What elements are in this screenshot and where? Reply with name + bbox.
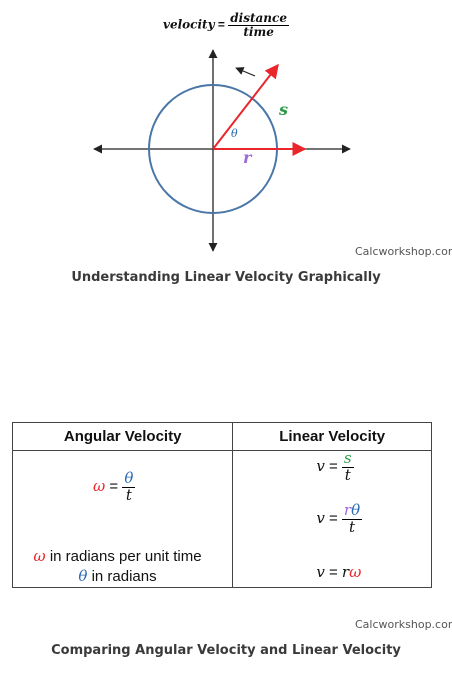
theta-note-text: in radians: [87, 568, 156, 585]
omega-note: ω in radians per unit time: [13, 547, 222, 565]
watermark-top: Calcworkshop.com: [355, 245, 452, 258]
t-denominator: t: [343, 468, 353, 484]
header-angular-velocity: Angular Velocity: [13, 423, 233, 451]
radius-angled: [213, 65, 278, 149]
theta-symbol: θ: [351, 501, 360, 519]
unit-circle-diagram: [0, 0, 452, 260]
equals-sign: =: [325, 564, 342, 581]
v-symbol: v: [316, 509, 324, 527]
angular-formula: ω = θ t: [93, 471, 135, 504]
angular-cell: ω = θ t ω in radians per unit time θ in …: [13, 451, 233, 588]
t-denominator: t: [124, 488, 134, 504]
r-theta-over-t: rθ t: [342, 503, 362, 536]
equals-sign: =: [109, 478, 118, 495]
v-symbol: v: [316, 457, 324, 475]
t-denominator: t: [347, 520, 357, 536]
linear-formula-s: v = s t: [316, 451, 353, 484]
radius-r-label: r: [243, 148, 251, 167]
caption-comparison: Comparing Angular Velocity and Linear Ve…: [0, 643, 452, 658]
watermark-bottom: Calcworkshop.com: [355, 618, 452, 631]
linear-formula-r-omega: v = rω: [316, 563, 361, 581]
equals-sign: =: [329, 510, 338, 527]
equals-sign: =: [329, 458, 338, 475]
v-symbol: v: [316, 563, 324, 581]
header-linear-velocity: Linear Velocity: [233, 423, 432, 451]
linear-formula-r-theta: v = rθ t: [316, 503, 362, 536]
omega-note-text: in radians per unit time: [46, 548, 202, 565]
omega-note-symbol: ω: [33, 547, 45, 565]
theta-label: θ: [231, 127, 238, 140]
comparison-table: Angular Velocity Linear Velocity ω = θ t…: [12, 422, 432, 588]
omega-symbol: ω: [93, 477, 105, 495]
theta-over-t: θ t: [122, 471, 135, 504]
caption-linear-velocity: Understanding Linear Velocity Graphicall…: [0, 270, 452, 285]
omega-symbol: ω: [349, 563, 361, 581]
s-over-t: s t: [342, 451, 354, 484]
rotation-arrow: [236, 68, 255, 76]
arc-s-label: s: [279, 100, 288, 119]
theta-note: θ in radians: [13, 567, 222, 585]
linear-cell: v = s t v = rθ t v = rω: [233, 451, 432, 588]
